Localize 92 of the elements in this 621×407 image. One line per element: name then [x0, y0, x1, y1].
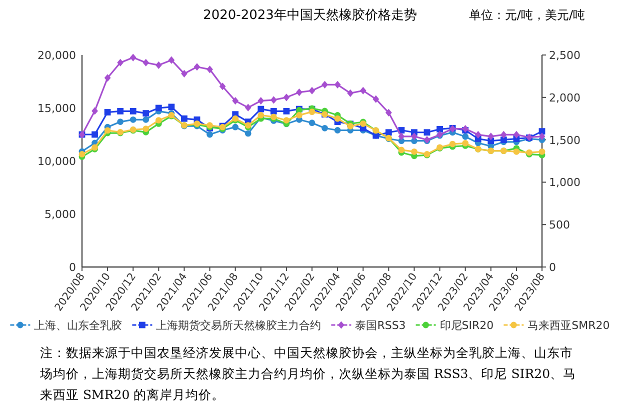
point: [258, 96, 264, 105]
point: [372, 95, 380, 103]
point: [117, 58, 124, 66]
chart-title: 2020-2023年中国天然橡胶价格走势: [203, 8, 417, 23]
y2-tick-label: 1,000: [549, 176, 580, 190]
point: [92, 107, 98, 115]
point: [462, 140, 469, 146]
point: [258, 106, 264, 112]
point: [117, 108, 124, 114]
point: [283, 117, 290, 124]
point: [142, 58, 150, 66]
y2-tick-label: 500: [549, 218, 570, 232]
point: [181, 70, 188, 78]
point: [155, 104, 162, 112]
point: [347, 123, 354, 130]
point: [538, 132, 546, 140]
y2-tick-label: 0: [549, 261, 556, 274]
point: [130, 108, 136, 114]
point: [168, 56, 175, 64]
point: [449, 140, 456, 148]
point: [244, 130, 252, 137]
point: [322, 80, 328, 88]
point: [142, 116, 150, 123]
point: [488, 132, 494, 140]
point: [92, 131, 98, 138]
point: [168, 104, 175, 110]
point: [398, 132, 405, 140]
point: [513, 148, 520, 155]
point: [104, 109, 111, 116]
point: [194, 63, 200, 71]
point: [334, 127, 341, 134]
point: [474, 130, 482, 139]
legend-label: 上海期货交易所天然橡胶主力合约: [156, 319, 322, 332]
point: [538, 148, 546, 155]
point: [308, 120, 316, 126]
point: [411, 148, 418, 155]
point: [219, 82, 226, 90]
point: [206, 131, 213, 138]
point: [270, 96, 277, 104]
point: [308, 108, 316, 116]
point: [104, 127, 111, 134]
point: [398, 146, 405, 154]
y-tick-label: 5,000: [44, 208, 76, 221]
point: [513, 130, 520, 139]
y2-tick-label: 2,000: [549, 91, 580, 104]
legend-label: 上海、山东全乳胶: [34, 319, 122, 332]
point: [334, 80, 341, 88]
point: [500, 130, 507, 139]
point: [283, 94, 290, 102]
point: [411, 132, 418, 140]
point: [117, 118, 124, 125]
y2-tick-label: 2,500: [549, 49, 580, 62]
point: [155, 117, 162, 124]
point: [142, 110, 150, 116]
y-tick-label: 10,000: [38, 155, 76, 168]
point: [360, 86, 366, 94]
y-tick-label: 20,000: [38, 49, 76, 62]
point: [181, 115, 188, 122]
point: [130, 116, 136, 123]
point: [206, 66, 213, 74]
point: [385, 108, 392, 116]
point: [232, 124, 239, 130]
y-tick-label: 0: [69, 261, 76, 274]
point: [436, 126, 443, 132]
legend-label: 泰国RSS3: [355, 319, 406, 332]
point: [270, 108, 277, 114]
point: [142, 126, 150, 132]
point: [308, 86, 316, 94]
point: [385, 129, 392, 136]
y-tick-label: 15,000: [38, 102, 76, 115]
point: [347, 89, 354, 97]
point: [232, 96, 239, 105]
point: [104, 74, 111, 82]
point: [244, 104, 252, 112]
point: [296, 112, 302, 118]
point: [130, 54, 136, 62]
point: [322, 124, 328, 132]
chart-subtitle: 单位：元/吨，美元/吨: [468, 8, 585, 22]
text: 注：数据来源于中国农垦经济发展中心、中国天然橡胶协会，主纵坐标为全乳胶上海、山东市场均价，上海期货交易所天然橡胶主力合约月均价，次纵坐标为泰国 RSS3、印尼 SIR20、马来西亚 SMR20 的离岸月均价。: [40, 344, 578, 404]
point: [424, 129, 430, 136]
point: [78, 151, 86, 158]
point: [155, 61, 162, 69]
legend-label: 马来西亚SMR20: [528, 319, 610, 332]
y2-tick-label: 1,500: [549, 134, 580, 147]
point: [462, 124, 469, 133]
point: [334, 115, 341, 122]
legend-label: 印尼SIR20: [440, 319, 494, 332]
point: [500, 136, 507, 143]
point: [258, 112, 264, 118]
point: [296, 88, 302, 96]
point: [462, 133, 469, 140]
point: [283, 108, 290, 114]
